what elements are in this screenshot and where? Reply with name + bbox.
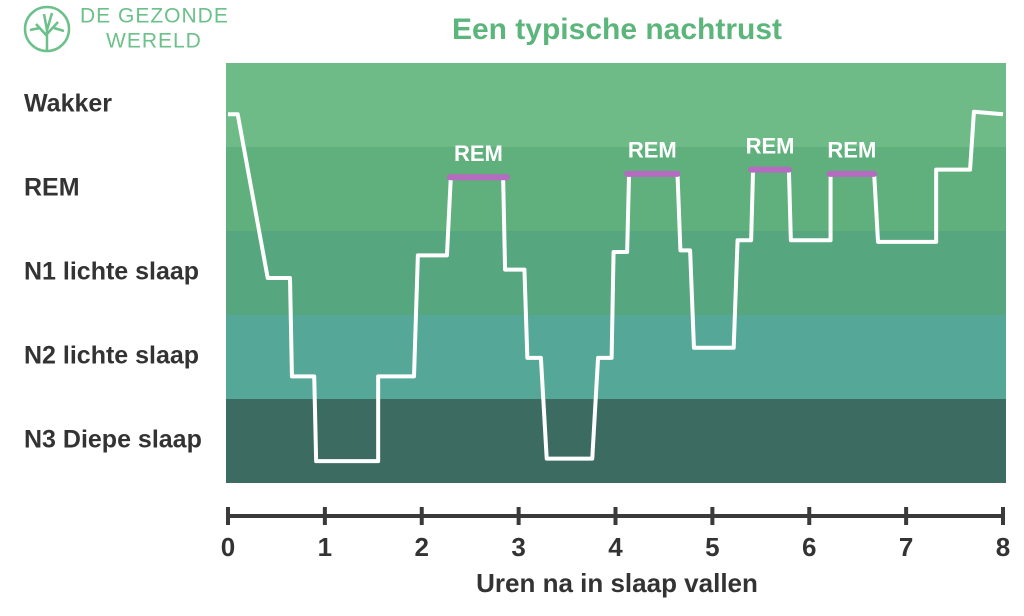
y-tick-label: N2 lichte slaap [24,342,199,370]
x-tick-label: 2 [415,532,429,562]
stage-band [226,63,1006,147]
y-tick-label: REM [24,174,80,202]
title-box [268,8,994,54]
x-tick-label: 3 [511,532,525,562]
logo [23,5,71,53]
stage-band [226,399,1006,483]
x-axis-label: Uren na in slaap vallen [476,568,758,598]
x-tick-label: 5 [705,532,719,562]
x-tick-label: 4 [608,532,623,562]
stage-band [226,231,1006,315]
logo-circle [23,5,71,53]
sleep-line [228,109,1004,464]
x-tick-label: 1 [318,532,332,562]
y-tick-label: Wakker [24,90,112,118]
stage-band [226,147,1006,231]
x-tick-label: 0 [221,532,235,562]
x-tick-label: 7 [899,532,913,562]
x-tick-label: 6 [802,532,816,562]
rem-label: REM [454,141,503,166]
rem-label: REM [827,138,876,163]
logo-text: WERELD [106,30,202,53]
x-tick-label: 8 [996,532,1010,562]
rem-label: REM [628,138,677,163]
y-tick-label: N3 Diepe slaap [24,426,202,454]
rem-label: REM [746,133,795,158]
logo-text: DE GEZONDE [80,5,229,28]
y-tick-label: N1 lichte slaap [24,258,199,286]
chart-title: Een typische nachtrust [452,13,782,46]
logo-tree [29,12,65,50]
stage-band [226,315,1006,399]
